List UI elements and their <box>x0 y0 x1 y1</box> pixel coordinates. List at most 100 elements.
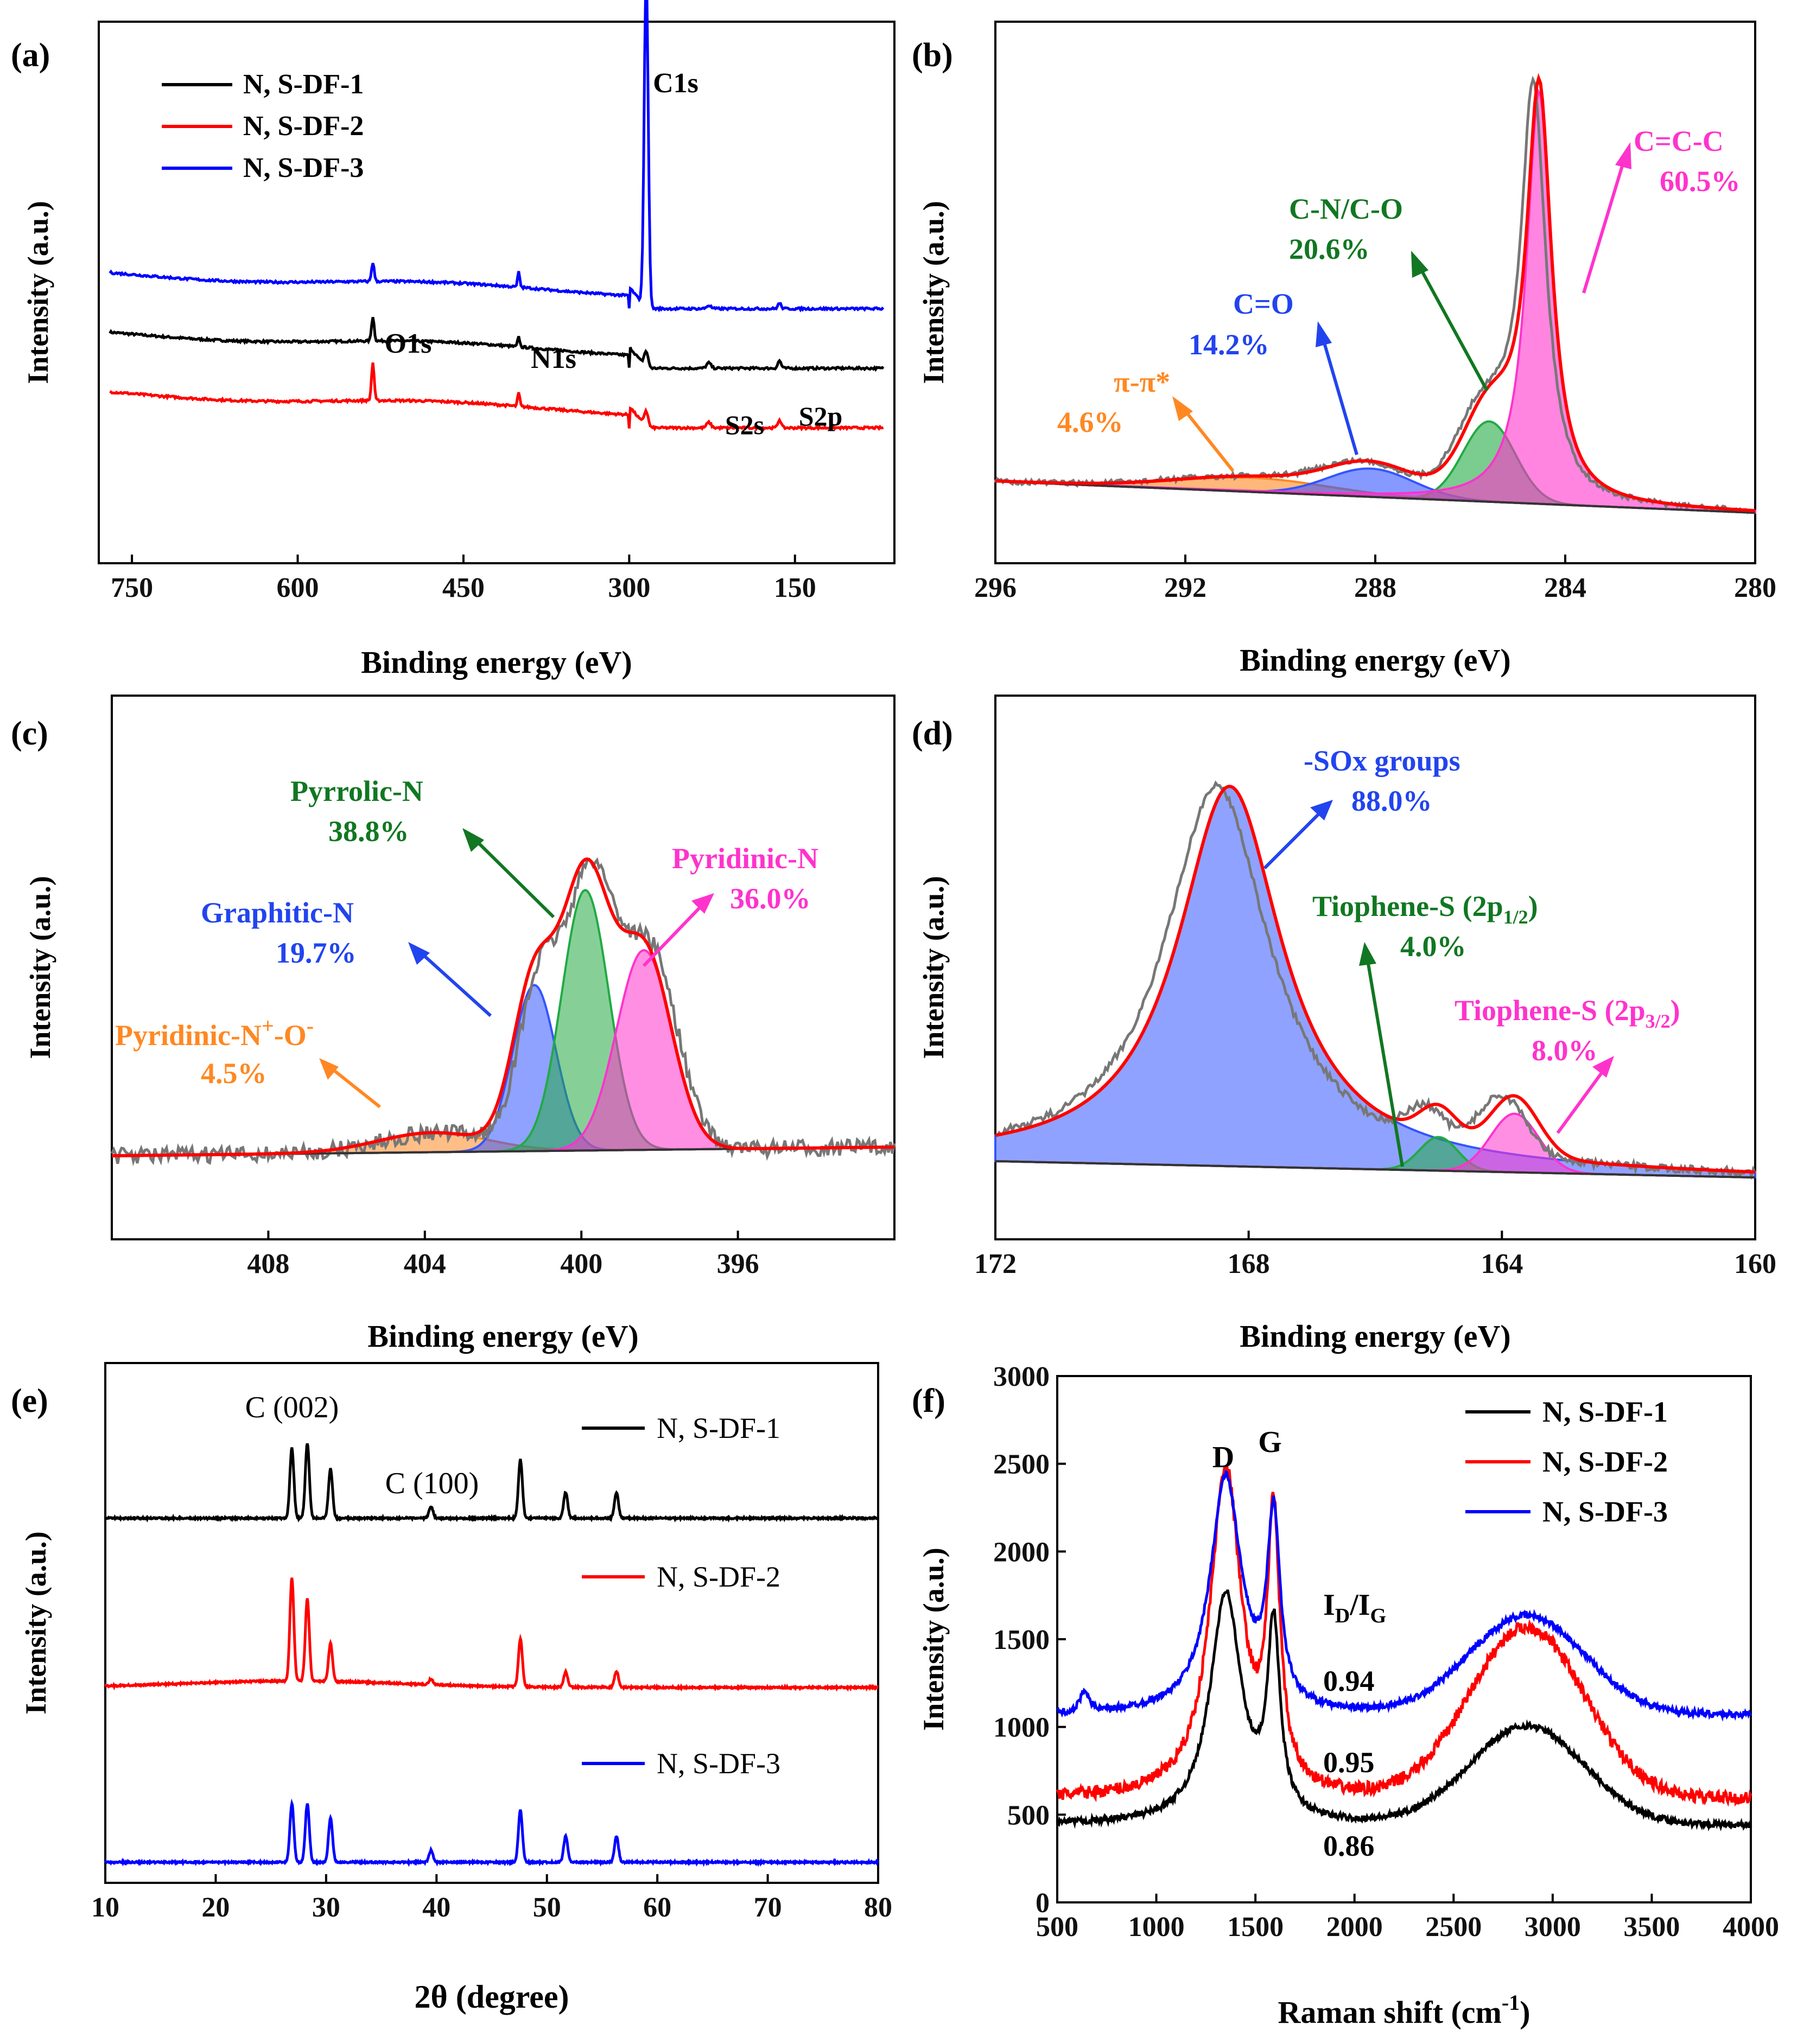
panel-c-letter: (c) <box>11 715 48 752</box>
panel-b-letter: (b) <box>912 37 953 74</box>
x-tick-label: 280 <box>1734 572 1776 603</box>
arrowhead-s32 <box>1592 1056 1614 1078</box>
panel-d-fit <box>994 780 1757 1180</box>
comp-label-s32: Tiophene-S (2p3/2) <box>1455 994 1680 1032</box>
legend-e-label-2: N, S-DF-2 <box>657 1561 780 1593</box>
comp-pct-sox: 88.0% <box>1351 785 1432 817</box>
comp-label-pyridinic-oxide-mid: -O <box>274 1019 307 1052</box>
comp-label-pyridinic-oxide-prefix: Pyridinic-N <box>115 1019 262 1052</box>
arrow-pipi <box>1185 411 1235 472</box>
comp-pct-ccc: 60.5% <box>1660 165 1741 198</box>
comp-label-graphitic: Graphitic-N <box>201 896 354 929</box>
xrd-label-002: C (002) <box>245 1391 339 1424</box>
arrow-graphitic <box>422 953 492 1017</box>
panel-b-fit <box>994 73 1756 515</box>
panel-a-legend: N, S-DF-1 N, S-DF-2 N, S-DF-3 <box>162 69 364 183</box>
ratio-label-sub1: D <box>1335 1604 1350 1627</box>
y-tick-label: 1500 <box>993 1625 1050 1655</box>
panel-e-xlabel: 2θ (degree) <box>414 1979 569 2015</box>
comp-label-pyridinic-oxide: Pyridinic-N+-O- <box>115 1014 314 1052</box>
arrowhead-s12 <box>1359 942 1376 966</box>
x-tick-label: 168 <box>1228 1249 1270 1279</box>
peak-label-c1s: C1s <box>653 68 698 99</box>
y-tick-label: 2500 <box>993 1449 1050 1480</box>
panel-a-series <box>109 0 885 432</box>
x-tick-label: 400 <box>560 1249 602 1279</box>
x-tick-label: 150 <box>774 572 816 603</box>
panel-f-xlabel-main: Raman shift (cm <box>1278 1995 1501 2030</box>
x-tick-label: 450 <box>442 572 485 603</box>
raman-curve-2 <box>1056 1462 1752 1807</box>
peak-label-s2p: S2p <box>799 401 843 431</box>
arrowhead-pipi <box>1172 396 1193 421</box>
arrow-s12 <box>1366 960 1404 1167</box>
panel-b-labels: C=C-C 60.5% C-N/C-O 20.6% C=O 14.2% π-π*… <box>1057 125 1741 472</box>
legend-label-1: N, S-DF-1 <box>243 69 364 100</box>
arrow-sox <box>1263 812 1320 870</box>
comp-label-pipi: π-π* <box>1114 366 1170 398</box>
comp-pct-pyridinic-oxide: 4.5% <box>201 1057 267 1090</box>
peak-label-s2s: S2s <box>725 410 764 440</box>
survey-curve-2 <box>109 362 884 432</box>
x-tick-label: 50 <box>533 1892 561 1923</box>
panel-f-xlabel-sup: -1 <box>1502 1990 1520 2015</box>
legend-f-label-1: N, S-DF-1 <box>1542 1396 1668 1428</box>
comp-label-pyridinic-oxide-sup1: + <box>262 1014 274 1038</box>
legend-f-label-3: N, S-DF-3 <box>1542 1495 1668 1528</box>
panel-f-ylabel: Intensity (a.u.) <box>917 1548 950 1731</box>
panel-f-xlabel-end: ) <box>1520 1995 1530 2030</box>
panel-b-ylabel: Intensity (a.u.) <box>917 201 950 384</box>
peak-label-n1s: N1s <box>531 343 576 374</box>
ratio-label-slash: /I <box>1349 1588 1370 1622</box>
x-tick-label: 288 <box>1354 572 1396 603</box>
y-tick-label: 1000 <box>993 1712 1050 1743</box>
raw-spectrum <box>110 857 896 1167</box>
raman-curve-1 <box>1056 1589 1752 1832</box>
panel-f-letter: (f) <box>912 1383 945 1419</box>
comp-label-co: C=O <box>1233 288 1294 320</box>
fit-envelope <box>995 73 1756 513</box>
panel-e-legend: N, S-DF-1 N, S-DF-2 N, S-DF-3 <box>582 1412 780 1780</box>
x-tick-label: 40 <box>422 1892 450 1923</box>
arrowhead-co <box>1316 321 1332 347</box>
band-label-d: D <box>1212 1441 1234 1474</box>
legend-e-label-1: N, S-DF-1 <box>657 1412 780 1444</box>
panel-d-xlabel: Binding energy (eV) <box>1240 1319 1510 1354</box>
comp-pct-cnco: 20.6% <box>1289 233 1370 265</box>
panel-d: (d) Intensity (a.u.) Binding energy (eV)… <box>912 695 1776 1354</box>
legend-label-2: N, S-DF-2 <box>243 111 364 142</box>
background-line <box>995 480 1756 514</box>
panel-f-ticks: 500 1000 1500 2000 2500 3000 3500 4000050010001… <box>993 1361 1779 1943</box>
xrd-curve-2 <box>104 1577 879 1692</box>
ratio-value-3: 0.94 <box>1323 1665 1375 1697</box>
arrowhead-sox <box>1310 800 1333 820</box>
legend-label-3: N, S-DF-3 <box>243 152 364 183</box>
comp-pct-pyrrolic: 38.8% <box>328 815 409 848</box>
xrd-label-100: C (100) <box>385 1467 479 1500</box>
arrow-ccc <box>1582 160 1625 294</box>
arrow-s32 <box>1556 1071 1604 1134</box>
x-tick-label: 160 <box>1734 1249 1776 1279</box>
fit-envelope <box>112 857 894 1157</box>
x-tick-label: 4000 <box>1723 1912 1779 1943</box>
arrowhead-pyridinic-oxide <box>319 1058 339 1080</box>
panel-e-letter: (e) <box>11 1383 48 1419</box>
x-tick-label: 600 <box>277 572 319 603</box>
survey-curve-3 <box>109 0 885 313</box>
xrd-curve-1 <box>104 1443 879 1523</box>
comp-label-s12: Tiophene-S (2p1/2) <box>1312 890 1538 928</box>
x-tick-label: 172 <box>974 1249 1017 1279</box>
y-tick-label: 3000 <box>993 1361 1050 1392</box>
fit-envelope <box>995 785 1756 1174</box>
arrow-cnco <box>1419 268 1489 392</box>
ratio-label-sub2: G <box>1370 1604 1387 1627</box>
background-line <box>995 1160 1756 1179</box>
panel-e: (e) Intensity (a.u.) 2θ (degree) 10 20 30 4… <box>11 1362 892 2015</box>
y-tick-label: 2000 <box>993 1537 1050 1568</box>
panel-c-labels: Pyrrolic-N 38.8% Pyridinic-N 36.0% Graph… <box>115 775 818 1109</box>
arrowhead-pyridinic <box>691 893 714 914</box>
comp-pct-graphitic: 19.7% <box>276 937 357 969</box>
ratio-value-1: 0.86 <box>1323 1830 1375 1862</box>
survey-curve-1 <box>109 317 885 372</box>
comp-label-s12-end: ) <box>1528 890 1538 922</box>
